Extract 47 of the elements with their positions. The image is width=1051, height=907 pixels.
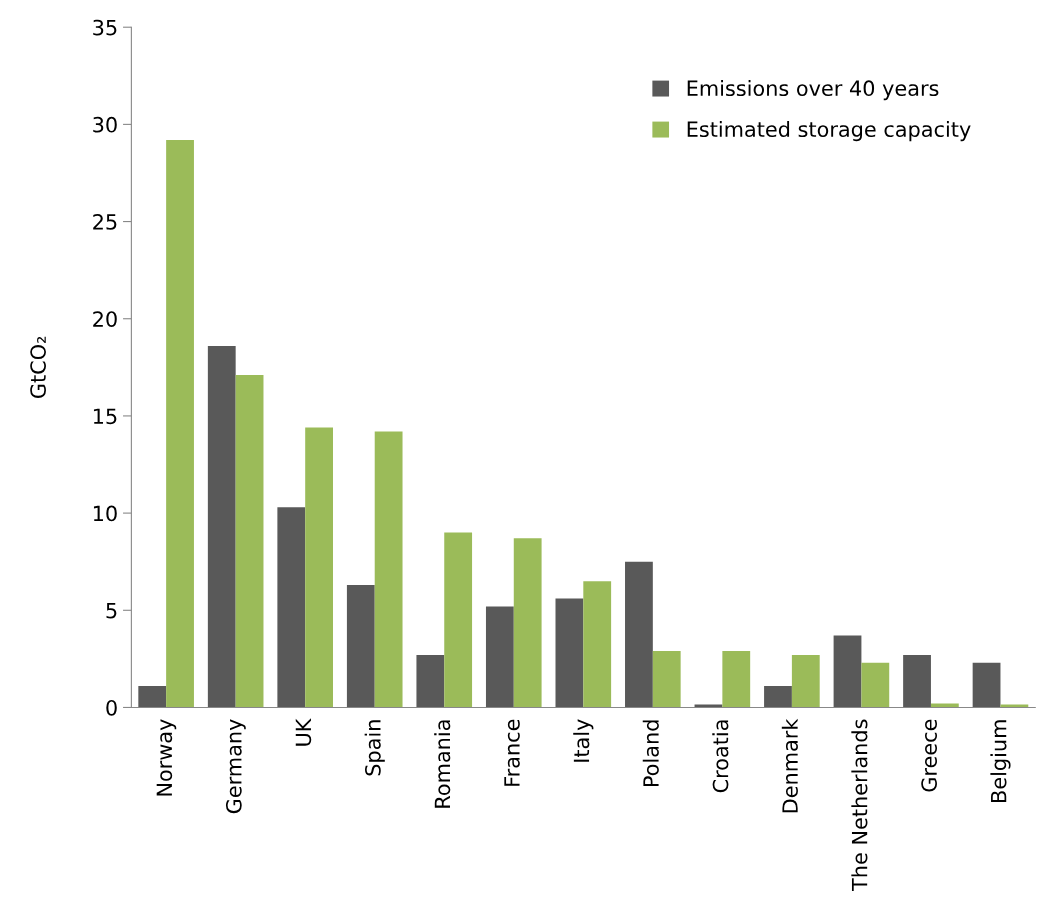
bar (625, 561, 653, 708)
y-tick-label: 10 (93, 505, 117, 522)
y-tick-label: 5 (106, 603, 117, 619)
x-tick-label: Denmark (781, 718, 798, 813)
bar (972, 662, 1001, 708)
x-tick-label: UK (295, 718, 312, 746)
legend-label: Estimated storage capacity (687, 120, 971, 142)
x-tick-label: Spain (364, 720, 385, 776)
bar (513, 538, 542, 708)
x-tick-label: The Netherlands (851, 719, 868, 891)
bar (833, 635, 862, 708)
bar (207, 345, 236, 708)
bar (416, 654, 445, 708)
bar (166, 139, 194, 708)
x-tick-label: Greece (921, 719, 937, 792)
y-tick-label: 15 (93, 408, 117, 425)
x-tick-label: Germany (225, 719, 246, 814)
bar (444, 532, 473, 708)
bar (903, 654, 931, 708)
bar (861, 662, 890, 708)
bar (583, 581, 612, 708)
bar (346, 585, 375, 708)
bar (305, 427, 334, 708)
bar (138, 686, 167, 708)
bar (652, 651, 681, 708)
bar (374, 431, 403, 708)
y-tick-label: 35 (93, 19, 117, 36)
bar (555, 598, 584, 708)
bar (791, 654, 820, 708)
y-tick-label: 30 (93, 116, 117, 133)
x-tick-label: Croatia (712, 720, 729, 793)
bar (485, 606, 514, 708)
x-tick-label: Norway (156, 719, 177, 796)
bar (277, 507, 306, 708)
x-tick-label: Romania (434, 720, 451, 808)
bar (764, 686, 792, 708)
bar (722, 651, 751, 708)
x-tick-label: Poland (642, 720, 659, 787)
x-tick-label: France (504, 719, 520, 786)
y-tick-label: 20 (93, 311, 117, 327)
legend-label: Emissions over 40 years (687, 79, 939, 101)
y-tick-label: 0 (106, 699, 117, 716)
x-tick-label: Belgium (990, 720, 1011, 802)
y-tick-label: 25 (93, 214, 117, 230)
y-axis-title: GtCO₂ (30, 336, 46, 398)
x-tick-label: Italy (573, 719, 594, 762)
bar (235, 375, 264, 708)
